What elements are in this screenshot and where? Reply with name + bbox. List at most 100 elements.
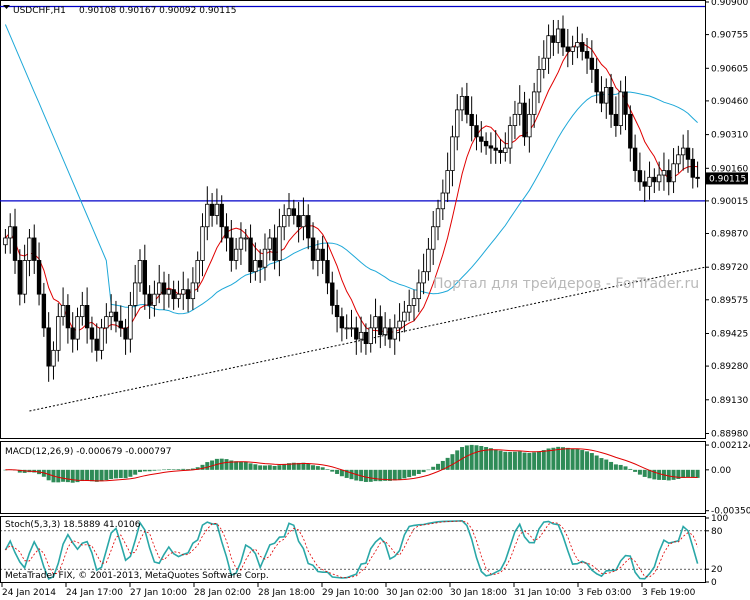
macd-bar: [363, 469, 368, 482]
candle: [118, 320, 123, 329]
macd-bar: [426, 469, 431, 471]
stoch-signal-line: [5, 520, 698, 579]
macd-bar: [411, 469, 416, 476]
candle: [589, 57, 595, 70]
candle: [488, 145, 494, 149]
dropdown-arrow-icon[interactable]: [3, 5, 10, 9]
macd-bar: [517, 451, 522, 470]
candle: [656, 174, 662, 183]
candle: [248, 237, 253, 273]
candle: [382, 327, 388, 336]
macd-bar: [570, 448, 575, 470]
macd-bar: [546, 448, 551, 470]
candle: [560, 28, 566, 48]
candle: [483, 140, 489, 147]
macd-bar: [200, 464, 205, 470]
candle: [599, 91, 604, 104]
macd-bar: [676, 469, 681, 479]
candle: [84, 305, 90, 329]
macd-tick-label: 0.00: [711, 466, 731, 476]
candle: [3, 237, 8, 246]
candle: [161, 282, 167, 295]
macd-bar: [589, 453, 594, 470]
macd-bar: [512, 451, 517, 470]
macd-bar: [311, 465, 316, 470]
candle: [80, 305, 85, 318]
macd-bar: [210, 460, 215, 470]
stochastic-panel[interactable]: [0, 516, 706, 583]
macd-bar: [344, 469, 349, 478]
macd-bar: [378, 469, 383, 482]
price-tick-label: 0.90900: [711, 0, 748, 8]
candle: [584, 51, 590, 59]
macd-bar: [190, 468, 195, 470]
macd-bar: [272, 465, 277, 470]
candle: [498, 149, 503, 153]
candle: [421, 271, 426, 284]
candle: [60, 305, 66, 318]
candle: [671, 163, 676, 183]
candle: [75, 316, 80, 340]
macd-bar: [436, 463, 441, 470]
candle: [373, 316, 378, 329]
candle: [397, 320, 402, 329]
macd-bar: [133, 469, 138, 475]
candle: [65, 305, 71, 329]
macd-bar: [387, 469, 392, 481]
macd-panel[interactable]: [0, 441, 706, 514]
macd-bar: [551, 447, 556, 470]
macd-bar: [65, 469, 70, 483]
time-tick-label: 30 Jan 02:00: [386, 588, 443, 598]
macd-bar: [474, 445, 479, 470]
macd-bar: [671, 469, 676, 480]
macd-bar: [166, 469, 171, 470]
macd-bar: [128, 469, 133, 477]
candle: [690, 158, 695, 178]
macd-bar: [464, 445, 469, 470]
main-price-panel[interactable]: [0, 0, 706, 439]
time-tick-label: 24 Jan 2014: [2, 588, 56, 598]
candle: [257, 260, 263, 268]
candle: [214, 203, 220, 216]
candle: [363, 331, 369, 345]
macd-bar: [320, 467, 325, 470]
price-tick-label: 0.90310: [711, 131, 748, 141]
candle: [262, 248, 268, 268]
time-tick-label: 29 Jan 10:00: [322, 588, 379, 598]
candle: [291, 208, 297, 216]
macd-bar: [70, 469, 75, 483]
macd-bar: [229, 460, 234, 470]
candle: [320, 248, 325, 261]
macd-bar: [238, 461, 243, 470]
current-price-tag: [706, 172, 748, 185]
macd-bar: [330, 469, 335, 472]
macd-bar: [647, 469, 652, 479]
macd-bar: [277, 465, 282, 470]
macd-bar: [618, 464, 623, 470]
candle: [176, 293, 181, 300]
candle: [200, 226, 205, 261]
price-tick-label: 0.89425: [711, 329, 748, 339]
candle: [613, 113, 619, 127]
macd-bar: [383, 469, 388, 481]
macd-bar: [176, 469, 181, 470]
candle: [229, 237, 234, 261]
candle: [306, 215, 311, 239]
candle: [479, 136, 484, 142]
candle: [195, 260, 200, 284]
macd-bar: [368, 469, 373, 482]
macd-bar: [585, 451, 590, 470]
candle: [286, 208, 292, 216]
candle: [531, 91, 537, 115]
macd-bar: [484, 447, 489, 470]
candle: [647, 176, 652, 187]
macd-bar: [315, 466, 320, 470]
candle: [253, 260, 258, 273]
candle: [330, 282, 335, 306]
time-tick-label: 31 Jan 10:00: [514, 588, 571, 598]
macd-bar: [262, 465, 267, 470]
candle: [219, 203, 224, 228]
macd-bar: [599, 458, 604, 470]
candle: [642, 181, 647, 187]
